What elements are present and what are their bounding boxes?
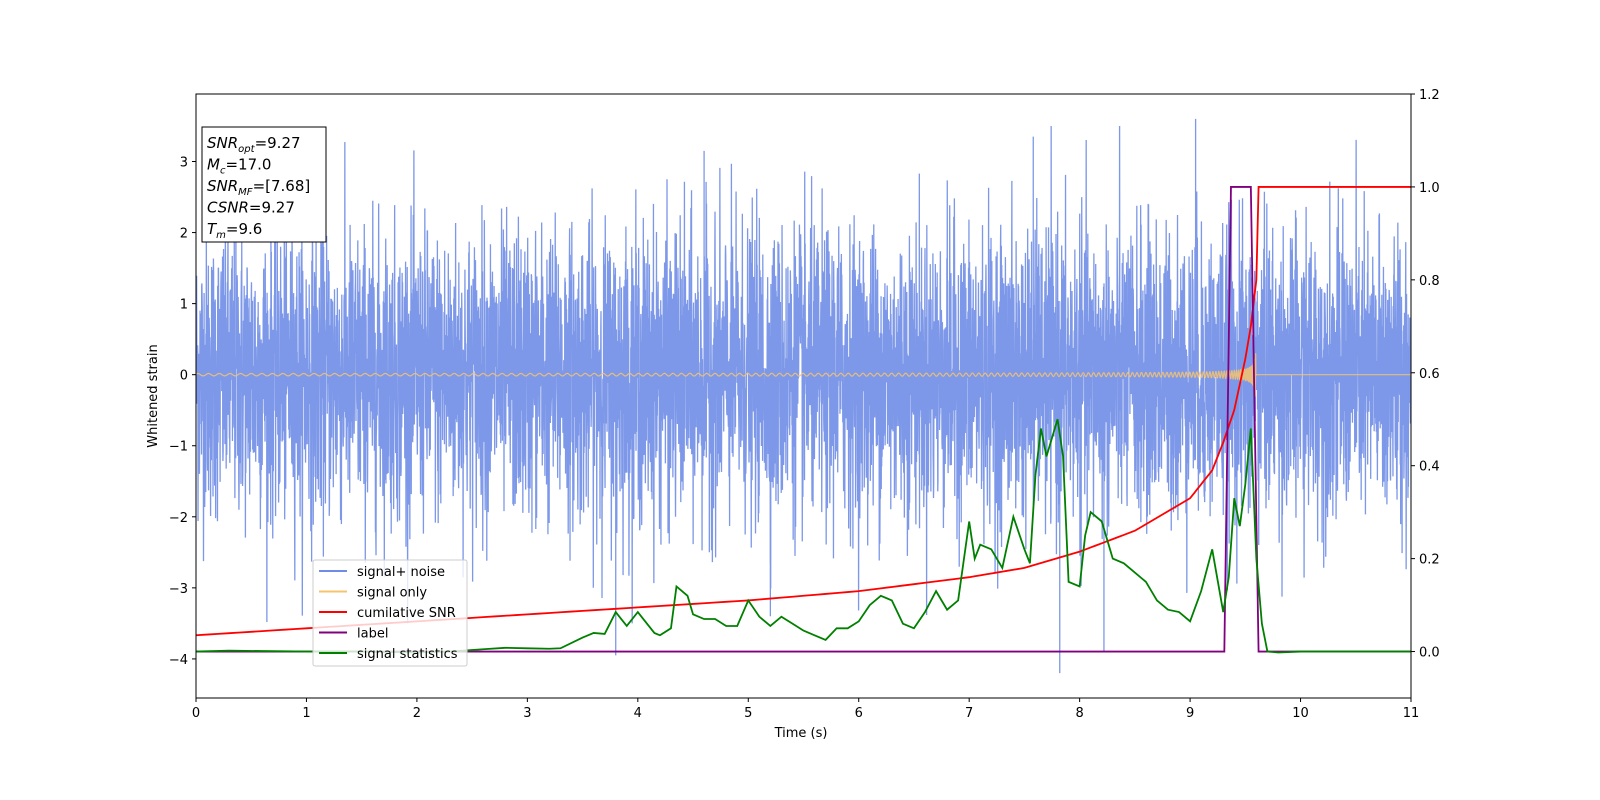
plot-frame xyxy=(195,93,1412,699)
y-right-tick-label: 0.6 xyxy=(1419,367,1440,382)
y-left-tick-label: 3 xyxy=(180,156,188,171)
x-tick-label: 0 xyxy=(192,706,200,721)
x-tick-label: 4 xyxy=(634,706,642,721)
y-right-tick-label: 1.0 xyxy=(1419,181,1440,196)
legend-label: cumilative SNR xyxy=(357,606,456,621)
y-left-tick-label: 1 xyxy=(180,298,188,313)
y-left-tick-label: −4 xyxy=(169,653,188,668)
info-line: SNRopt=9.27 xyxy=(207,134,301,155)
series-signal-noise xyxy=(196,118,1411,674)
series-signal-only xyxy=(196,353,1411,397)
legend-label: signal only xyxy=(357,586,427,601)
x-tick-label: 11 xyxy=(1403,706,1420,721)
legend-label: label xyxy=(357,627,388,642)
y-axis-left: −4 −3 −2 −1 0 1 2 3 xyxy=(169,156,196,668)
series-layer xyxy=(196,118,1411,674)
legend-frame xyxy=(312,559,468,667)
info-line: Tm=9.6 xyxy=(207,220,262,241)
x-tick-label: 1 xyxy=(302,706,310,721)
info-box-frame xyxy=(201,126,327,243)
y-left-tick-label: −3 xyxy=(169,582,188,597)
x-axis-label: Time (s) xyxy=(774,726,828,741)
x-tick-label: 8 xyxy=(1075,706,1083,721)
y-left-tick-label: −2 xyxy=(169,511,188,526)
x-axis: 0 1 2 3 4 5 6 7 8 9 10 11 xyxy=(192,698,1419,721)
info-line: SNRMF=[7.68] xyxy=(207,177,310,198)
y-right-tick-label: 0.2 xyxy=(1419,553,1440,568)
y-right-tick-label: 0.8 xyxy=(1419,274,1440,289)
legend-label: signal+ noise xyxy=(357,565,445,580)
x-tick-label: 9 xyxy=(1186,706,1194,721)
y-left-tick-label: 2 xyxy=(180,227,188,242)
y-right-tick-label: 0.0 xyxy=(1419,646,1440,661)
y-left-tick-label: 0 xyxy=(180,369,188,384)
y-axis-label: Whitened strain xyxy=(146,344,161,447)
x-tick-label: 2 xyxy=(413,706,421,721)
info-line: CSNR=9.27 xyxy=(207,199,295,217)
info-line: Mc=17.0 xyxy=(207,156,271,177)
series-signal-statistics xyxy=(196,418,1411,654)
y-right-tick-label: 1.2 xyxy=(1419,88,1440,103)
y-axis-right: 0.0 0.2 0.4 0.6 0.8 1.0 1.2 xyxy=(1411,88,1440,661)
x-tick-label: 6 xyxy=(855,706,863,721)
x-tick-label: 7 xyxy=(965,706,973,721)
x-tick-label: 3 xyxy=(523,706,531,721)
y-right-tick-label: 0.4 xyxy=(1419,460,1440,475)
x-tick-label: 5 xyxy=(744,706,752,721)
x-tick-label: 10 xyxy=(1292,706,1309,721)
legend: signal+ noise signal only cumilative SNR la… xyxy=(312,559,468,667)
y-left-tick-label: −1 xyxy=(169,440,188,455)
legend-label: signal statistics xyxy=(357,647,458,662)
